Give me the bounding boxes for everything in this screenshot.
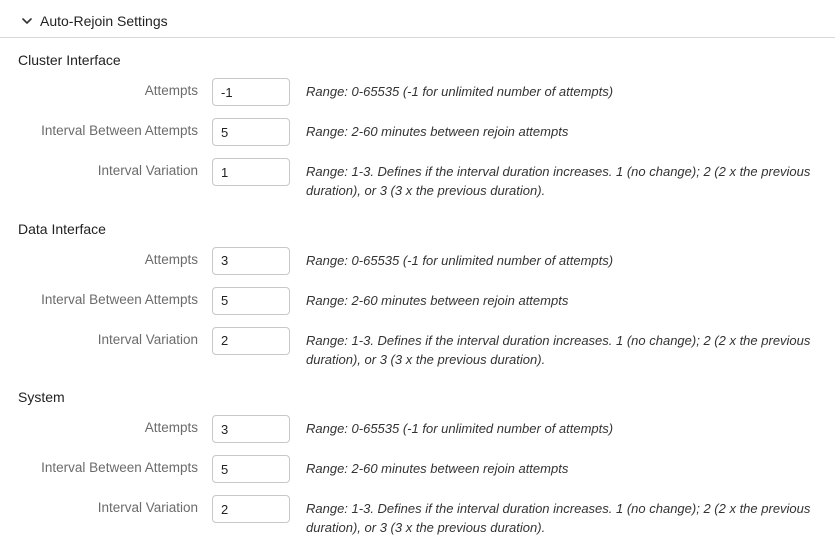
input-data-attempts[interactable] [212,247,290,275]
label-interval: Interval Between Attempts [16,455,198,475]
hint-attempts: Range: 0-65535 (-1 for unlimited number … [306,415,819,439]
label-interval: Interval Between Attempts [16,118,198,138]
label-variation: Interval Variation [16,495,198,515]
label-variation: Interval Variation [16,158,198,178]
row-system-attempts: Attempts Range: 0-65535 (-1 for unlimite… [16,409,819,449]
row-data-interval: Interval Between Attempts Range: 2-60 mi… [16,281,819,321]
row-cluster-interval: Interval Between Attempts Range: 2-60 mi… [16,112,819,152]
label-variation: Interval Variation [16,327,198,347]
input-data-variation[interactable] [212,327,290,355]
chevron-down-icon [22,16,32,26]
input-system-interval[interactable] [212,455,290,483]
label-attempts: Attempts [16,415,198,435]
hint-variation: Range: 1-3. Defines if the interval dura… [306,495,819,538]
input-system-variation[interactable] [212,495,290,523]
section-title: Cluster Interface [16,38,819,72]
input-cluster-variation[interactable] [212,158,290,186]
hint-interval: Range: 2-60 minutes between rejoin attem… [306,118,819,142]
input-data-interval[interactable] [212,287,290,315]
row-data-attempts: Attempts Range: 0-65535 (-1 for unlimite… [16,241,819,281]
row-cluster-variation: Interval Variation Range: 1-3. Defines i… [16,152,819,207]
input-cluster-interval[interactable] [212,118,290,146]
input-cluster-attempts[interactable] [212,78,290,106]
hint-variation: Range: 1-3. Defines if the interval dura… [306,158,819,201]
row-system-variation: Interval Variation Range: 1-3. Defines i… [16,489,819,544]
panel-header[interactable]: Auto-Rejoin Settings [0,10,835,38]
section-system: System Attempts Range: 0-65535 (-1 for u… [0,375,835,544]
hint-variation: Range: 1-3. Defines if the interval dura… [306,327,819,370]
section-data-interface: Data Interface Attempts Range: 0-65535 (… [0,207,835,376]
row-system-interval: Interval Between Attempts Range: 2-60 mi… [16,449,819,489]
hint-attempts: Range: 0-65535 (-1 for unlimited number … [306,78,819,102]
hint-attempts: Range: 0-65535 (-1 for unlimited number … [306,247,819,271]
panel-title: Auto-Rejoin Settings [40,13,168,29]
label-attempts: Attempts [16,247,198,267]
row-data-variation: Interval Variation Range: 1-3. Defines i… [16,321,819,376]
section-title: System [16,375,819,409]
label-attempts: Attempts [16,78,198,98]
input-system-attempts[interactable] [212,415,290,443]
hint-interval: Range: 2-60 minutes between rejoin attem… [306,287,819,311]
section-cluster-interface: Cluster Interface Attempts Range: 0-6553… [0,38,835,207]
hint-interval: Range: 2-60 minutes between rejoin attem… [306,455,819,479]
section-title: Data Interface [16,207,819,241]
label-interval: Interval Between Attempts [16,287,198,307]
row-cluster-attempts: Attempts Range: 0-65535 (-1 for unlimite… [16,72,819,112]
